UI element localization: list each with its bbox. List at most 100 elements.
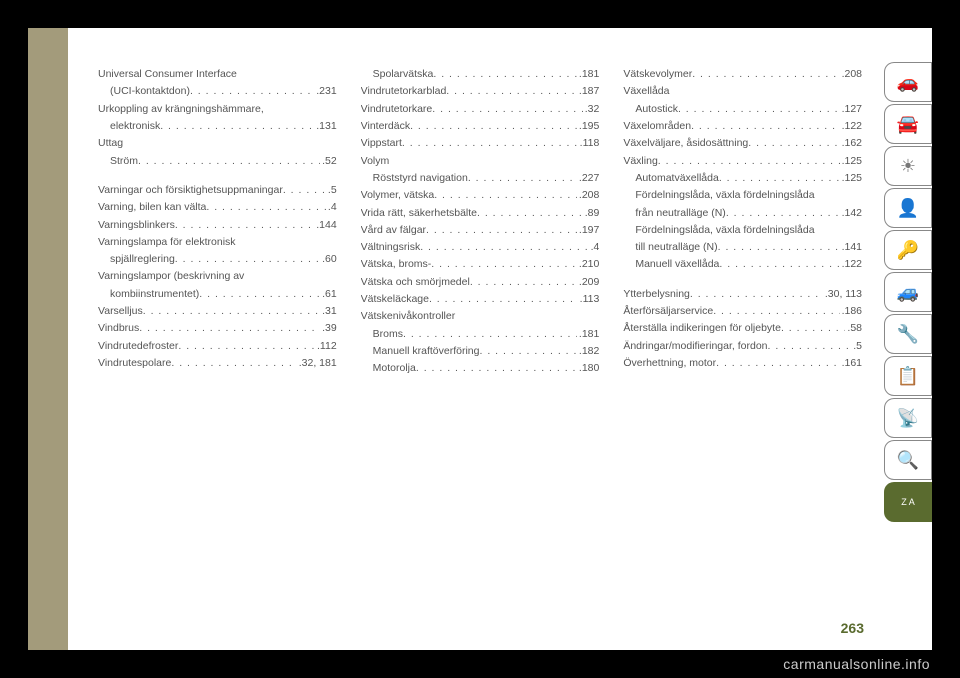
entry-label: spjällreglering: [110, 251, 175, 268]
leader-dots: [433, 66, 577, 83]
entry-page: .118: [578, 135, 600, 152]
index-entry: Motorolja .180: [361, 360, 600, 377]
index-entry: Varningsblinkers .144: [98, 217, 337, 234]
index-icon[interactable]: Z A: [884, 482, 932, 522]
leader-dots: [713, 303, 839, 320]
signal-icon[interactable]: 📡: [884, 398, 932, 438]
leader-dots: [470, 274, 577, 291]
car-wrench-icon[interactable]: 🔧: [884, 314, 932, 354]
entry-page: .125: [840, 153, 862, 170]
leader-dots: [781, 320, 845, 337]
entry-label: Motorolja: [373, 360, 416, 377]
index-entry: elektronisk.131: [98, 118, 337, 135]
leader-dots: [426, 222, 577, 239]
index-entry: Varningslampor (beskrivning av: [98, 268, 337, 285]
sun-mail-icon[interactable]: ☀: [884, 146, 932, 186]
entry-label: Växling: [623, 153, 657, 170]
entry-page: .208: [840, 66, 862, 83]
entry-label: Volymer, vätska: [361, 187, 435, 204]
entry-page: .112: [315, 338, 337, 355]
index-entry: Vinterdäck.195: [361, 118, 600, 135]
watermark: carmanualsonline.info: [783, 656, 930, 672]
entry-page: .32, 181: [297, 355, 337, 372]
leader-dots: [143, 303, 320, 320]
entry-page: .61: [320, 286, 337, 303]
entry-label: Varningar och försiktighetsuppmaningar: [98, 182, 283, 199]
index-entry: till neutralläge (N).141: [623, 239, 862, 256]
entry-label: Överhettning, motor: [623, 355, 716, 372]
entry-label: Vindrutetorkare: [361, 101, 433, 118]
index-entry: Växelväljare, åsidosättning.162: [623, 135, 862, 152]
entry-page: .131: [314, 118, 336, 135]
leader-dots: [716, 355, 839, 372]
index-entry: spjällreglering.60: [98, 251, 337, 268]
index-entry: Volym: [361, 153, 600, 170]
entry-page: .122: [840, 118, 862, 135]
entry-label: Varningsblinkers: [98, 217, 175, 234]
entry-page: .122: [840, 256, 862, 273]
entry-label: Varning, bilen kan välta: [98, 199, 206, 216]
key-wheel-icon[interactable]: 🔑: [884, 230, 932, 270]
search-icon[interactable]: 🔍: [884, 440, 932, 480]
entry-label: Ström: [110, 153, 138, 170]
entry-label: Autostick: [635, 101, 678, 118]
leader-dots: [171, 355, 296, 372]
entry-label: Volym: [361, 153, 390, 170]
entry-label: Varselljus: [98, 303, 143, 320]
leader-dots: [431, 256, 577, 273]
entry-label: Ändringar/modifieringar, fordon: [623, 338, 767, 355]
car-search-icon[interactable]: 🚗: [884, 62, 932, 102]
entry-page: .197: [577, 222, 599, 239]
spacer: [623, 274, 862, 286]
entry-label: Växelväljare, åsidosättning: [623, 135, 748, 152]
leader-dots: [403, 326, 577, 343]
leader-dots: [479, 343, 576, 360]
index-entry: Spolarvätska.181: [361, 66, 600, 83]
leader-dots: [139, 320, 320, 337]
entry-page: .227: [577, 170, 599, 187]
entry-label: Spolarvätska: [373, 66, 434, 83]
entry-page: .39: [320, 320, 337, 337]
leader-dots: [434, 187, 577, 204]
entry-page: .4: [326, 199, 337, 216]
entry-page: .32: [583, 101, 600, 118]
airbag-icon[interactable]: 👤: [884, 188, 932, 228]
entry-page: .231: [314, 83, 336, 100]
entry-page: .127: [840, 101, 862, 118]
leader-dots: [432, 101, 582, 118]
index-entry: Varningslampa för elektronisk: [98, 234, 337, 251]
entry-label: Fördelningslåda, växla fördelningslåda: [635, 222, 814, 239]
entry-page: .4: [589, 239, 600, 256]
entry-page: .141: [840, 239, 862, 256]
entry-label: Återförsäljarservice: [623, 303, 713, 320]
index-entry: Vindrutedefroster.112: [98, 338, 337, 355]
entry-label: Vätska och smörjmedel: [361, 274, 470, 291]
leader-dots: [402, 135, 578, 152]
entry-page: .113: [578, 291, 600, 308]
car-info-icon[interactable]: 🚘: [884, 104, 932, 144]
leader-dots: [429, 291, 578, 308]
car-crash-icon[interactable]: 🚙: [884, 272, 932, 312]
entry-label: Återställa indikeringen för oljebyte: [623, 320, 781, 337]
entry-page: .180: [577, 360, 599, 377]
leader-dots: [748, 135, 839, 152]
entry-page: .195: [577, 118, 599, 135]
column-1: Universal Consumer Interface(UCI-kontakt…: [98, 66, 337, 630]
list-gear-icon[interactable]: 📋: [884, 356, 932, 396]
entry-page: .209: [577, 274, 599, 291]
column-2: Spolarvätska.181Vindrutetorkarblad.187Vi…: [361, 66, 600, 630]
index-entry: Varselljus .31: [98, 303, 337, 320]
index-entry: Vrida rätt, säkerhetsbälte.89: [361, 205, 600, 222]
entry-page: .31: [320, 303, 337, 320]
index-entry: kombiinstrumentet).61: [98, 286, 337, 303]
entry-page: .5: [326, 182, 337, 199]
leader-dots: [678, 101, 840, 118]
leader-dots: [468, 170, 577, 187]
index-entry: Vätska och smörjmedel .209: [361, 274, 600, 291]
leader-dots: [160, 118, 314, 135]
entry-label: Vrida rätt, säkerhetsbälte: [361, 205, 477, 222]
entry-page: .144: [314, 217, 336, 234]
index-entry: (UCI-kontaktdon).231: [98, 83, 337, 100]
entry-label: Fördelningslåda, växla fördelningslåda: [635, 187, 814, 204]
entry-page: .5: [851, 338, 862, 355]
